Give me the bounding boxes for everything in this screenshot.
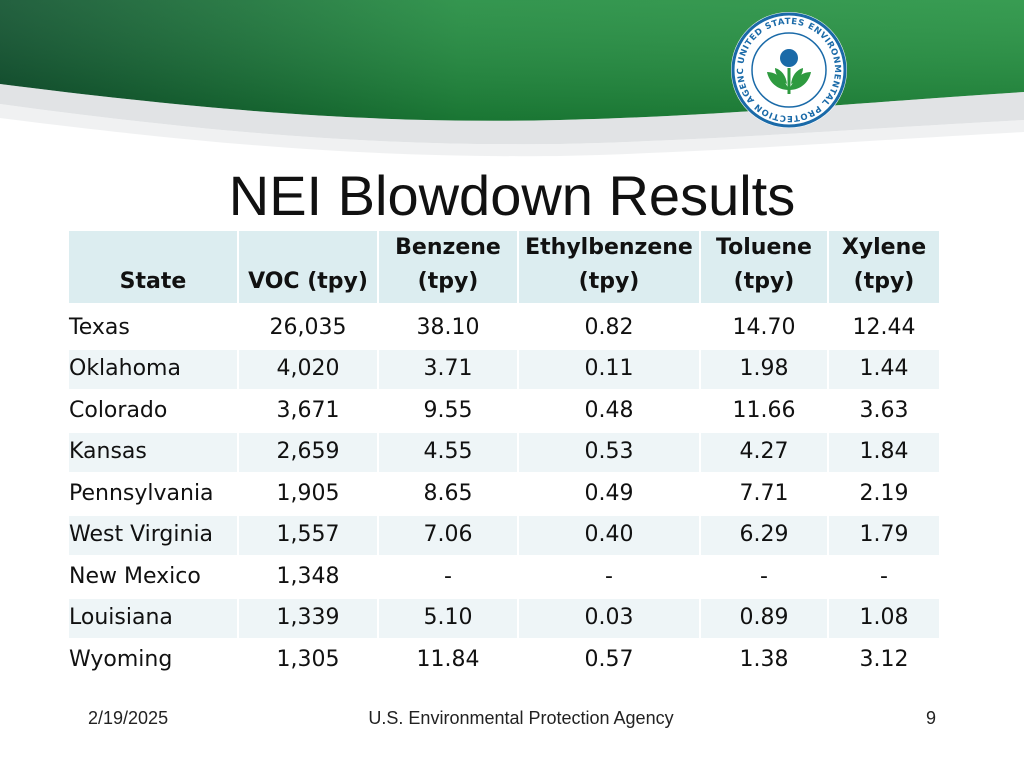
cell-xylene: 1.44 bbox=[829, 349, 939, 389]
cell-state: New Mexico bbox=[69, 557, 237, 597]
cell-toluene: 0.89 bbox=[701, 598, 827, 638]
cell-xylene: 1.79 bbox=[829, 515, 939, 555]
cell-benzene: 3.71 bbox=[379, 349, 517, 389]
table-row: Texas 26,035 38.10 0.82 14.70 12.44 bbox=[69, 308, 939, 348]
cell-voc: 4,020 bbox=[239, 349, 377, 389]
results-table: State VOC (tpy) Benzene (tpy) Ethylbenze… bbox=[67, 229, 941, 682]
cell-voc: 26,035 bbox=[239, 308, 377, 348]
cell-ethylbenzene: 0.03 bbox=[519, 598, 699, 638]
cell-toluene: 1.38 bbox=[701, 640, 827, 680]
cell-toluene: 6.29 bbox=[701, 515, 827, 555]
cell-toluene: 1.98 bbox=[701, 349, 827, 389]
table-row: Kansas 2,659 4.55 0.53 4.27 1.84 bbox=[69, 432, 939, 472]
table-row: New Mexico 1,348- - - - bbox=[69, 557, 939, 597]
cell-xylene: 12.44 bbox=[829, 308, 939, 348]
header-banner bbox=[0, 0, 1024, 157]
header-benzene: Benzene (tpy) bbox=[379, 231, 517, 306]
cell-state: Kansas bbox=[69, 432, 237, 472]
cell-ethylbenzene: 0.49 bbox=[519, 474, 699, 514]
header-toluene: Toluene (tpy) bbox=[701, 231, 827, 306]
table-row: Colorado 3,671 9.55 0.48 11.66 3.63 bbox=[69, 391, 939, 431]
header-voc: VOC (tpy) bbox=[239, 231, 377, 306]
epa-seal-logo: UNITED STATES ENVIRONMENTAL PROTECTION A… bbox=[729, 10, 847, 128]
cell-toluene: - bbox=[701, 557, 827, 597]
cell-benzene: 9.55 bbox=[379, 391, 517, 431]
header-state: State bbox=[69, 231, 237, 306]
cell-state: Texas bbox=[69, 308, 237, 348]
table-row: Oklahoma 4,020 3.71 0.11 1.98 1.44 bbox=[69, 349, 939, 389]
table-header-row: State VOC (tpy) Benzene (tpy) Ethylbenze… bbox=[69, 231, 939, 306]
table-row: Pennsylvania 1,905 8.65 0.49 7.71 2.19 bbox=[69, 474, 939, 514]
table-row: Wyoming 1,305 11.84 0.57 1.38 3.12 bbox=[69, 640, 939, 680]
table-row: Louisiana 1,339 5.10 0.03 0.89 1.08 bbox=[69, 598, 939, 638]
cell-xylene: - bbox=[829, 557, 939, 597]
cell-benzene: 4.55 bbox=[379, 432, 517, 472]
cell-state: West Virginia bbox=[69, 515, 237, 555]
cell-toluene: 4.27 bbox=[701, 432, 827, 472]
cell-voc: 1,305 bbox=[239, 640, 377, 680]
cell-state: Louisiana bbox=[69, 598, 237, 638]
cell-ethylbenzene: 0.82 bbox=[519, 308, 699, 348]
cell-state: Wyoming bbox=[69, 640, 237, 680]
cell-voc: 3,671 bbox=[239, 391, 377, 431]
header-xylene: Xylene (tpy) bbox=[829, 231, 939, 306]
header-ethylbenzene: Ethylbenzene (tpy) bbox=[519, 231, 699, 306]
cell-xylene: 1.08 bbox=[829, 598, 939, 638]
cell-ethylbenzene: 0.11 bbox=[519, 349, 699, 389]
cell-voc: 1,905 bbox=[239, 474, 377, 514]
cell-xylene: 3.12 bbox=[829, 640, 939, 680]
cell-benzene: 7.06 bbox=[379, 515, 517, 555]
cell-benzene: 5.10 bbox=[379, 598, 517, 638]
cell-voc: 2,659 bbox=[239, 432, 377, 472]
cell-state: Colorado bbox=[69, 391, 237, 431]
cell-ethylbenzene: - bbox=[519, 557, 699, 597]
cell-toluene: 14.70 bbox=[701, 308, 827, 348]
cell-ethylbenzene: 0.40 bbox=[519, 515, 699, 555]
cell-voc: 1,557 bbox=[239, 515, 377, 555]
page-number: 9 bbox=[925, 708, 936, 728]
cell-ethylbenzene: 0.53 bbox=[519, 432, 699, 472]
table-row: West Virginia 1,557 7.06 0.40 6.29 1.79 bbox=[69, 515, 939, 555]
cell-ethylbenzene: 0.57 bbox=[519, 640, 699, 680]
slide-title: NEI Blowdown Results bbox=[228, 164, 796, 227]
cell-xylene: 1.84 bbox=[829, 432, 939, 472]
cell-benzene: 8.65 bbox=[379, 474, 517, 514]
footer-agency: U.S. Environmental Protection Agency bbox=[368, 708, 674, 728]
cell-state: Pennsylvania bbox=[69, 474, 237, 514]
cell-voc: 1,339 bbox=[239, 598, 377, 638]
cell-state: Oklahoma bbox=[69, 349, 237, 389]
cell-toluene: 7.71 bbox=[701, 474, 827, 514]
table-body: Texas 26,035 38.10 0.82 14.70 12.44 Oklahoma 4,… bbox=[69, 308, 939, 680]
cell-benzene: - bbox=[379, 557, 517, 597]
cell-toluene: 11.66 bbox=[701, 391, 827, 431]
cell-xylene: 3.63 bbox=[829, 391, 939, 431]
cell-ethylbenzene: 0.48 bbox=[519, 391, 699, 431]
cell-benzene: 11.84 bbox=[379, 640, 517, 680]
cell-voc: 1,348 bbox=[239, 557, 377, 597]
cell-xylene: 2.19 bbox=[829, 474, 939, 514]
cell-benzene: 38.10 bbox=[379, 308, 517, 348]
footer-date: 2/19/2025 bbox=[88, 708, 169, 728]
